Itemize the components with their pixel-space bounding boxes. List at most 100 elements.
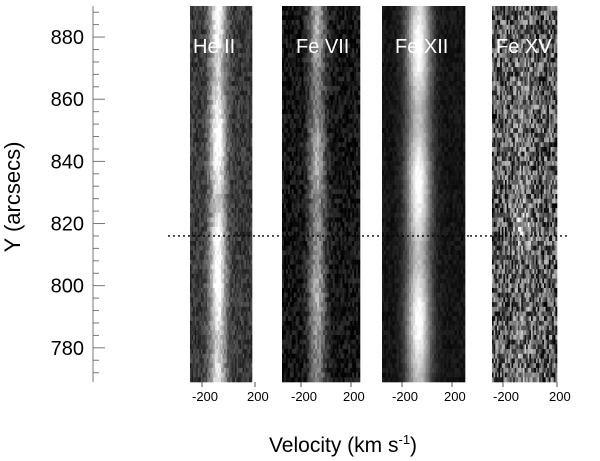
intensity-cell <box>295 170 298 176</box>
intensity-cell <box>217 278 220 284</box>
intensity-cell <box>196 57 199 63</box>
intensity-cell <box>207 273 209 279</box>
intensity-cell <box>342 198 345 204</box>
intensity-cell <box>330 123 333 129</box>
intensity-cell <box>197 288 200 293</box>
intensity-cell <box>208 184 211 190</box>
intensity-cell <box>205 335 208 340</box>
intensity-cell <box>313 203 316 209</box>
intensity-cell <box>247 118 250 124</box>
intensity-cell <box>242 236 245 242</box>
intensity-cell <box>324 34 328 40</box>
intensity-cell <box>230 283 233 289</box>
intensity-cell <box>238 297 240 303</box>
intensity-cell <box>228 165 231 171</box>
intensity-cell <box>214 175 217 181</box>
intensity-cell <box>350 76 353 82</box>
intensity-cell <box>194 165 197 171</box>
intensity-cell <box>356 194 359 199</box>
intensity-cell <box>231 161 234 167</box>
intensity-cell <box>216 67 219 73</box>
intensity-cell <box>282 100 285 105</box>
intensity-cell <box>291 123 294 129</box>
intensity-cell <box>191 349 194 355</box>
intensity-cell <box>309 81 312 87</box>
intensity-cell <box>213 283 216 289</box>
intensity-cell <box>291 62 294 68</box>
intensity-cell <box>197 24 200 30</box>
intensity-cell <box>248 377 251 383</box>
intensity-cell <box>239 179 242 185</box>
intensity-cell <box>224 311 226 317</box>
intensity-cell <box>205 377 208 383</box>
intensity-cell <box>299 156 302 162</box>
intensity-cell <box>336 118 339 124</box>
intensity-cell <box>203 151 206 157</box>
intensity-cell <box>228 34 231 40</box>
intensity-cell <box>217 151 220 157</box>
intensity-cell <box>216 132 219 138</box>
intensity-cell <box>202 208 205 214</box>
intensity-cell <box>239 358 242 364</box>
intensity-cell <box>241 85 243 91</box>
intensity-cell <box>287 20 291 26</box>
intensity-cell <box>239 95 242 101</box>
intensity-cell <box>199 67 202 73</box>
intensity-cell <box>301 109 304 115</box>
intensity-cell <box>199 90 202 96</box>
intensity-cell <box>324 67 328 73</box>
intensity-cell <box>211 151 214 157</box>
intensity-cell <box>190 137 192 143</box>
intensity-cell <box>221 71 223 77</box>
intensity-cell <box>200 156 203 162</box>
intensity-cell <box>350 132 353 138</box>
intensity-cell <box>228 367 231 373</box>
intensity-cell <box>219 67 222 73</box>
intensity-cell <box>207 302 209 308</box>
intensity-cell <box>248 67 251 73</box>
intensity-cell <box>303 53 306 58</box>
intensity-cell <box>305 156 308 162</box>
intensity-cell <box>224 353 226 359</box>
intensity-cell <box>227 198 230 204</box>
intensity-cell <box>230 278 233 284</box>
intensity-cell <box>332 6 335 11</box>
intensity-cell <box>295 38 298 44</box>
intensity-cell <box>224 170 226 176</box>
intensity-cell <box>194 335 197 340</box>
intensity-cell <box>227 67 230 73</box>
intensity-cell <box>205 339 208 345</box>
panel-he-ii: He II-200 200 <box>190 6 269 404</box>
intensity-cell <box>203 53 206 58</box>
intensity-cell <box>193 90 195 96</box>
intensity-cell <box>234 90 237 96</box>
intensity-cell <box>356 118 359 124</box>
intensity-cell <box>313 67 316 73</box>
intensity-cell <box>205 76 208 82</box>
intensity-cell <box>203 81 206 87</box>
intensity-cell <box>239 147 242 152</box>
intensity-cell <box>299 48 302 54</box>
intensity-cell <box>230 358 233 364</box>
intensity-cell <box>190 156 192 162</box>
intensity-cell <box>208 372 211 378</box>
intensity-cell <box>191 81 194 87</box>
intensity-cell <box>210 34 212 40</box>
intensity-cell <box>336 184 339 190</box>
intensity-cell <box>319 114 322 120</box>
intensity-cell <box>322 104 326 110</box>
intensity-cell <box>191 170 194 176</box>
intensity-cell <box>311 156 314 162</box>
intensity-cell <box>230 335 233 340</box>
intensity-cell <box>217 128 220 134</box>
intensity-cell <box>289 71 293 77</box>
intensity-cell <box>282 147 285 152</box>
intensity-cell <box>213 62 216 68</box>
intensity-cell <box>219 377 222 383</box>
intensity-cell <box>190 288 192 293</box>
intensity-cell <box>332 109 335 115</box>
intensity-cell <box>307 29 310 35</box>
intensity-cell <box>239 57 242 63</box>
intensity-cell <box>238 203 240 209</box>
intensity-cell <box>248 302 251 308</box>
